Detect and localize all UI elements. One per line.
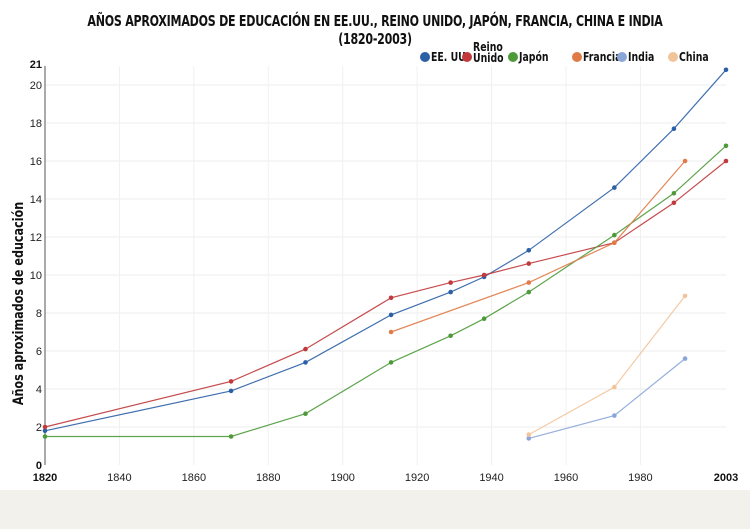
series-line	[44, 69, 727, 432]
series-line	[45, 145, 727, 438]
data-point	[723, 67, 729, 73]
series-0	[42, 67, 729, 434]
data-point	[481, 316, 487, 322]
data-point	[388, 312, 394, 318]
data-point	[228, 388, 234, 394]
data-point	[612, 413, 617, 418]
data-point	[388, 329, 394, 335]
x-tick-label: 1900	[330, 472, 354, 484]
data-point	[303, 360, 308, 365]
legend-marker	[668, 52, 678, 62]
data-point	[228, 379, 234, 384]
data-point	[612, 384, 617, 390]
series-line	[528, 358, 686, 439]
data-point	[526, 261, 532, 266]
x-tick-label: 1860	[182, 472, 206, 484]
y-tick-label: 18	[30, 118, 42, 130]
data-point	[723, 158, 729, 164]
data-point	[303, 346, 308, 352]
legend-item: EE. UU.	[420, 50, 469, 64]
x-tick-label: 1880	[256, 472, 280, 484]
data-point	[682, 293, 688, 299]
data-point	[671, 126, 677, 131]
x-tick-label: 1980	[628, 472, 652, 484]
data-point	[303, 411, 308, 417]
data-point	[612, 232, 617, 238]
data-point	[612, 185, 617, 190]
chart-title: AÑOS APROXIMADOS DE EDUCACIÓN EN EE.UU.,…	[87, 12, 663, 48]
legend-item: Reino Unido	[462, 40, 504, 65]
y-tick-label: 20	[30, 80, 42, 92]
data-point	[526, 436, 532, 441]
x-tick-label: 1840	[107, 472, 131, 484]
legend-label: Japón	[518, 50, 548, 64]
x-tick-label: 1960	[554, 472, 578, 484]
legend-item: India	[617, 50, 654, 64]
data-point	[526, 248, 532, 253]
series-line	[528, 295, 686, 436]
y-tick-label: 4	[36, 384, 42, 396]
data-point	[42, 434, 48, 439]
data-point	[612, 240, 617, 245]
data-point	[671, 200, 677, 206]
data-point	[388, 295, 394, 301]
footer-strip	[0, 490, 750, 529]
series-3	[388, 158, 688, 335]
legend-marker	[462, 52, 472, 62]
legend-item: China	[668, 50, 709, 64]
y-axis-label: Años aproximados de educación	[10, 202, 27, 405]
series-line	[390, 160, 686, 333]
legend-item: Japón	[508, 50, 549, 64]
data-point	[388, 360, 394, 365]
x-tick-label: 1940	[479, 472, 503, 484]
data-point	[526, 289, 532, 295]
legend-label: Reino Unido	[473, 40, 504, 65]
legend-marker	[617, 52, 627, 62]
legend-item: Francia	[572, 50, 621, 64]
legend-label: Francia	[583, 50, 621, 64]
data-point	[228, 434, 234, 439]
series-5	[526, 293, 688, 437]
data-point	[723, 143, 729, 149]
y-tick-label: 2	[36, 422, 42, 434]
data-point	[448, 289, 453, 295]
legend-label: China	[679, 50, 709, 64]
series-line	[44, 160, 727, 428]
y-tick-label: 10	[30, 270, 42, 282]
series-2	[42, 143, 729, 439]
y-tick-label: 14	[30, 194, 42, 206]
y-tick-label: 6	[36, 346, 42, 358]
legend-label: India	[628, 50, 654, 64]
x-tick-label: 1820	[33, 472, 57, 484]
x-tick-label: 2003	[714, 472, 738, 484]
data-point	[448, 280, 453, 285]
series-4	[526, 356, 688, 441]
data-point	[526, 280, 532, 285]
legend-marker	[572, 52, 582, 62]
y-tick-label: 12	[30, 232, 42, 244]
y-tick-label: 21	[30, 59, 42, 71]
legend-marker	[420, 52, 430, 62]
data-point	[682, 158, 688, 164]
data-point	[42, 428, 48, 434]
data-point	[682, 356, 688, 361]
data-point	[671, 191, 677, 196]
y-tick-label: 0	[36, 460, 42, 472]
data-point	[481, 272, 487, 278]
y-tick-label: 8	[36, 308, 42, 320]
legend-label: EE. UU.	[431, 50, 469, 64]
x-tick-label: 1920	[405, 472, 429, 484]
data-point	[448, 333, 453, 339]
legend-marker	[508, 52, 518, 62]
data-point	[526, 432, 532, 437]
y-tick-label: 16	[30, 156, 42, 168]
data-point	[42, 424, 48, 430]
